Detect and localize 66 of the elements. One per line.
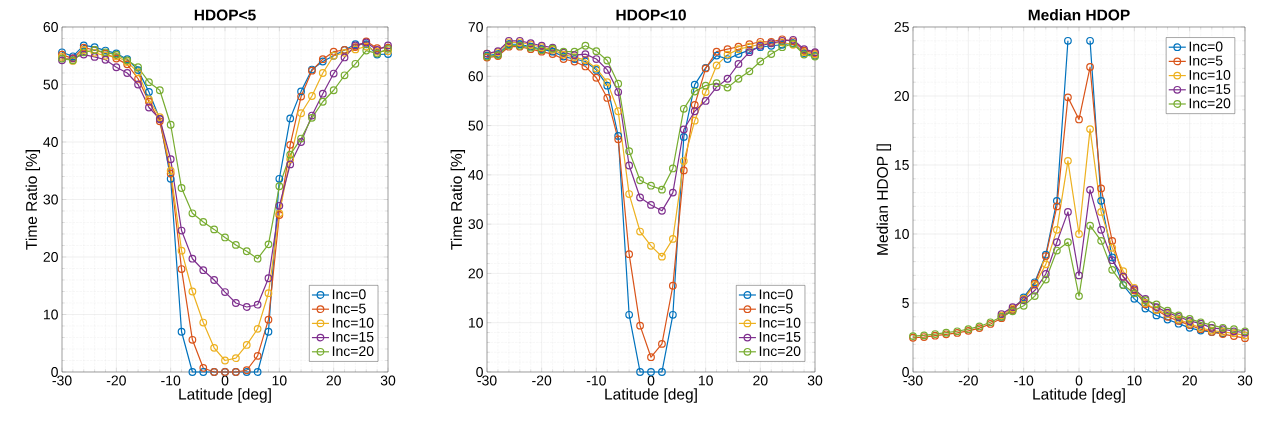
y-tick-label: 70 — [468, 22, 483, 32]
x-tick-label: -30 — [52, 375, 72, 386]
x-tick-label: 0 — [647, 375, 655, 386]
y-axis-title: Median HDOP [] — [876, 144, 892, 255]
x-tick-label: -10 — [586, 375, 606, 386]
x-tick-label: 10 — [272, 375, 287, 386]
x-tick-label: -20 — [532, 375, 552, 386]
legend-label: Inc=10 — [1189, 69, 1231, 80]
y-tick-label: 0 — [51, 367, 58, 377]
x-tick-label: -30 — [477, 375, 497, 386]
chart-title: HDOP<10 — [616, 9, 686, 21]
x-tick-label: 0 — [221, 375, 229, 386]
x-tick-label: 20 — [753, 375, 768, 386]
x-tick-label: -20 — [958, 375, 978, 386]
y-tick-label: 20 — [894, 91, 909, 101]
y-tick-label: 40 — [43, 137, 58, 147]
y-tick-label: 15 — [894, 160, 909, 170]
legend-label: Inc=0 — [1189, 41, 1223, 52]
x-tick-label: 0 — [1075, 375, 1083, 386]
y-tick-label: 30 — [468, 219, 483, 230]
y-tick-label: 25 — [894, 22, 909, 32]
x-tick-label: -20 — [106, 375, 126, 386]
chart-title: Median HDOP — [1028, 9, 1130, 21]
x-tick-label: 10 — [698, 375, 713, 386]
x-tick-label: -10 — [1014, 375, 1034, 386]
x-tick-label: 30 — [1237, 375, 1253, 386]
legend-label: Inc=15 — [759, 332, 801, 342]
legend-label: Inc=20 — [1189, 98, 1231, 109]
y-tick-label: 0 — [476, 367, 483, 377]
x-axis-title: Latitude [deg] — [605, 388, 697, 403]
legend-label: Inc=15 — [1189, 84, 1231, 94]
y-tick-label: 10 — [43, 309, 58, 320]
y-tick-label: 60 — [468, 71, 483, 82]
x-tick-label: -10 — [161, 375, 181, 386]
y-tick-label: 60 — [43, 22, 58, 32]
legend-label: Inc=5 — [759, 303, 793, 314]
y-tick-label: 10 — [894, 229, 909, 239]
legend-label: Inc=15 — [332, 332, 374, 342]
y-tick-label: 50 — [43, 79, 58, 90]
x-tick-label: 10 — [1127, 375, 1142, 386]
y-tick-label: 20 — [43, 252, 58, 262]
x-tick-label: 20 — [1182, 375, 1197, 386]
legend-label: Inc=20 — [759, 346, 801, 357]
legend-label: Inc=5 — [1189, 55, 1223, 66]
legend-label: Inc=20 — [332, 346, 374, 357]
y-tick-label: 40 — [468, 169, 483, 180]
x-axis-title: Latitude [deg] — [1033, 388, 1125, 403]
y-tick-label: 30 — [43, 194, 58, 205]
legend-label: Inc=10 — [759, 317, 801, 328]
y-axis-title: Time Ratio [%] — [25, 150, 41, 250]
legend-label: Inc=0 — [759, 289, 793, 300]
x-tick-label: -30 — [903, 375, 923, 386]
legend-label: Inc=5 — [332, 303, 366, 314]
y-tick-label: 0 — [902, 367, 909, 377]
y-tick-label: 50 — [468, 120, 483, 131]
legend-label: Inc=10 — [332, 317, 374, 328]
x-tick-label: 30 — [807, 375, 823, 386]
x-tick-label: 20 — [326, 375, 341, 386]
y-axis-title: Time Ratio [%] — [450, 150, 466, 250]
x-axis-title: Latitude [deg] — [179, 388, 271, 403]
x-tick-label: 30 — [380, 375, 396, 386]
y-tick-label: 5 — [902, 298, 909, 308]
y-tick-label: 20 — [468, 268, 483, 279]
y-tick-label: 10 — [468, 317, 483, 328]
legend-label: Inc=0 — [332, 289, 366, 300]
chart-title: HDOP<5 — [194, 9, 256, 21]
